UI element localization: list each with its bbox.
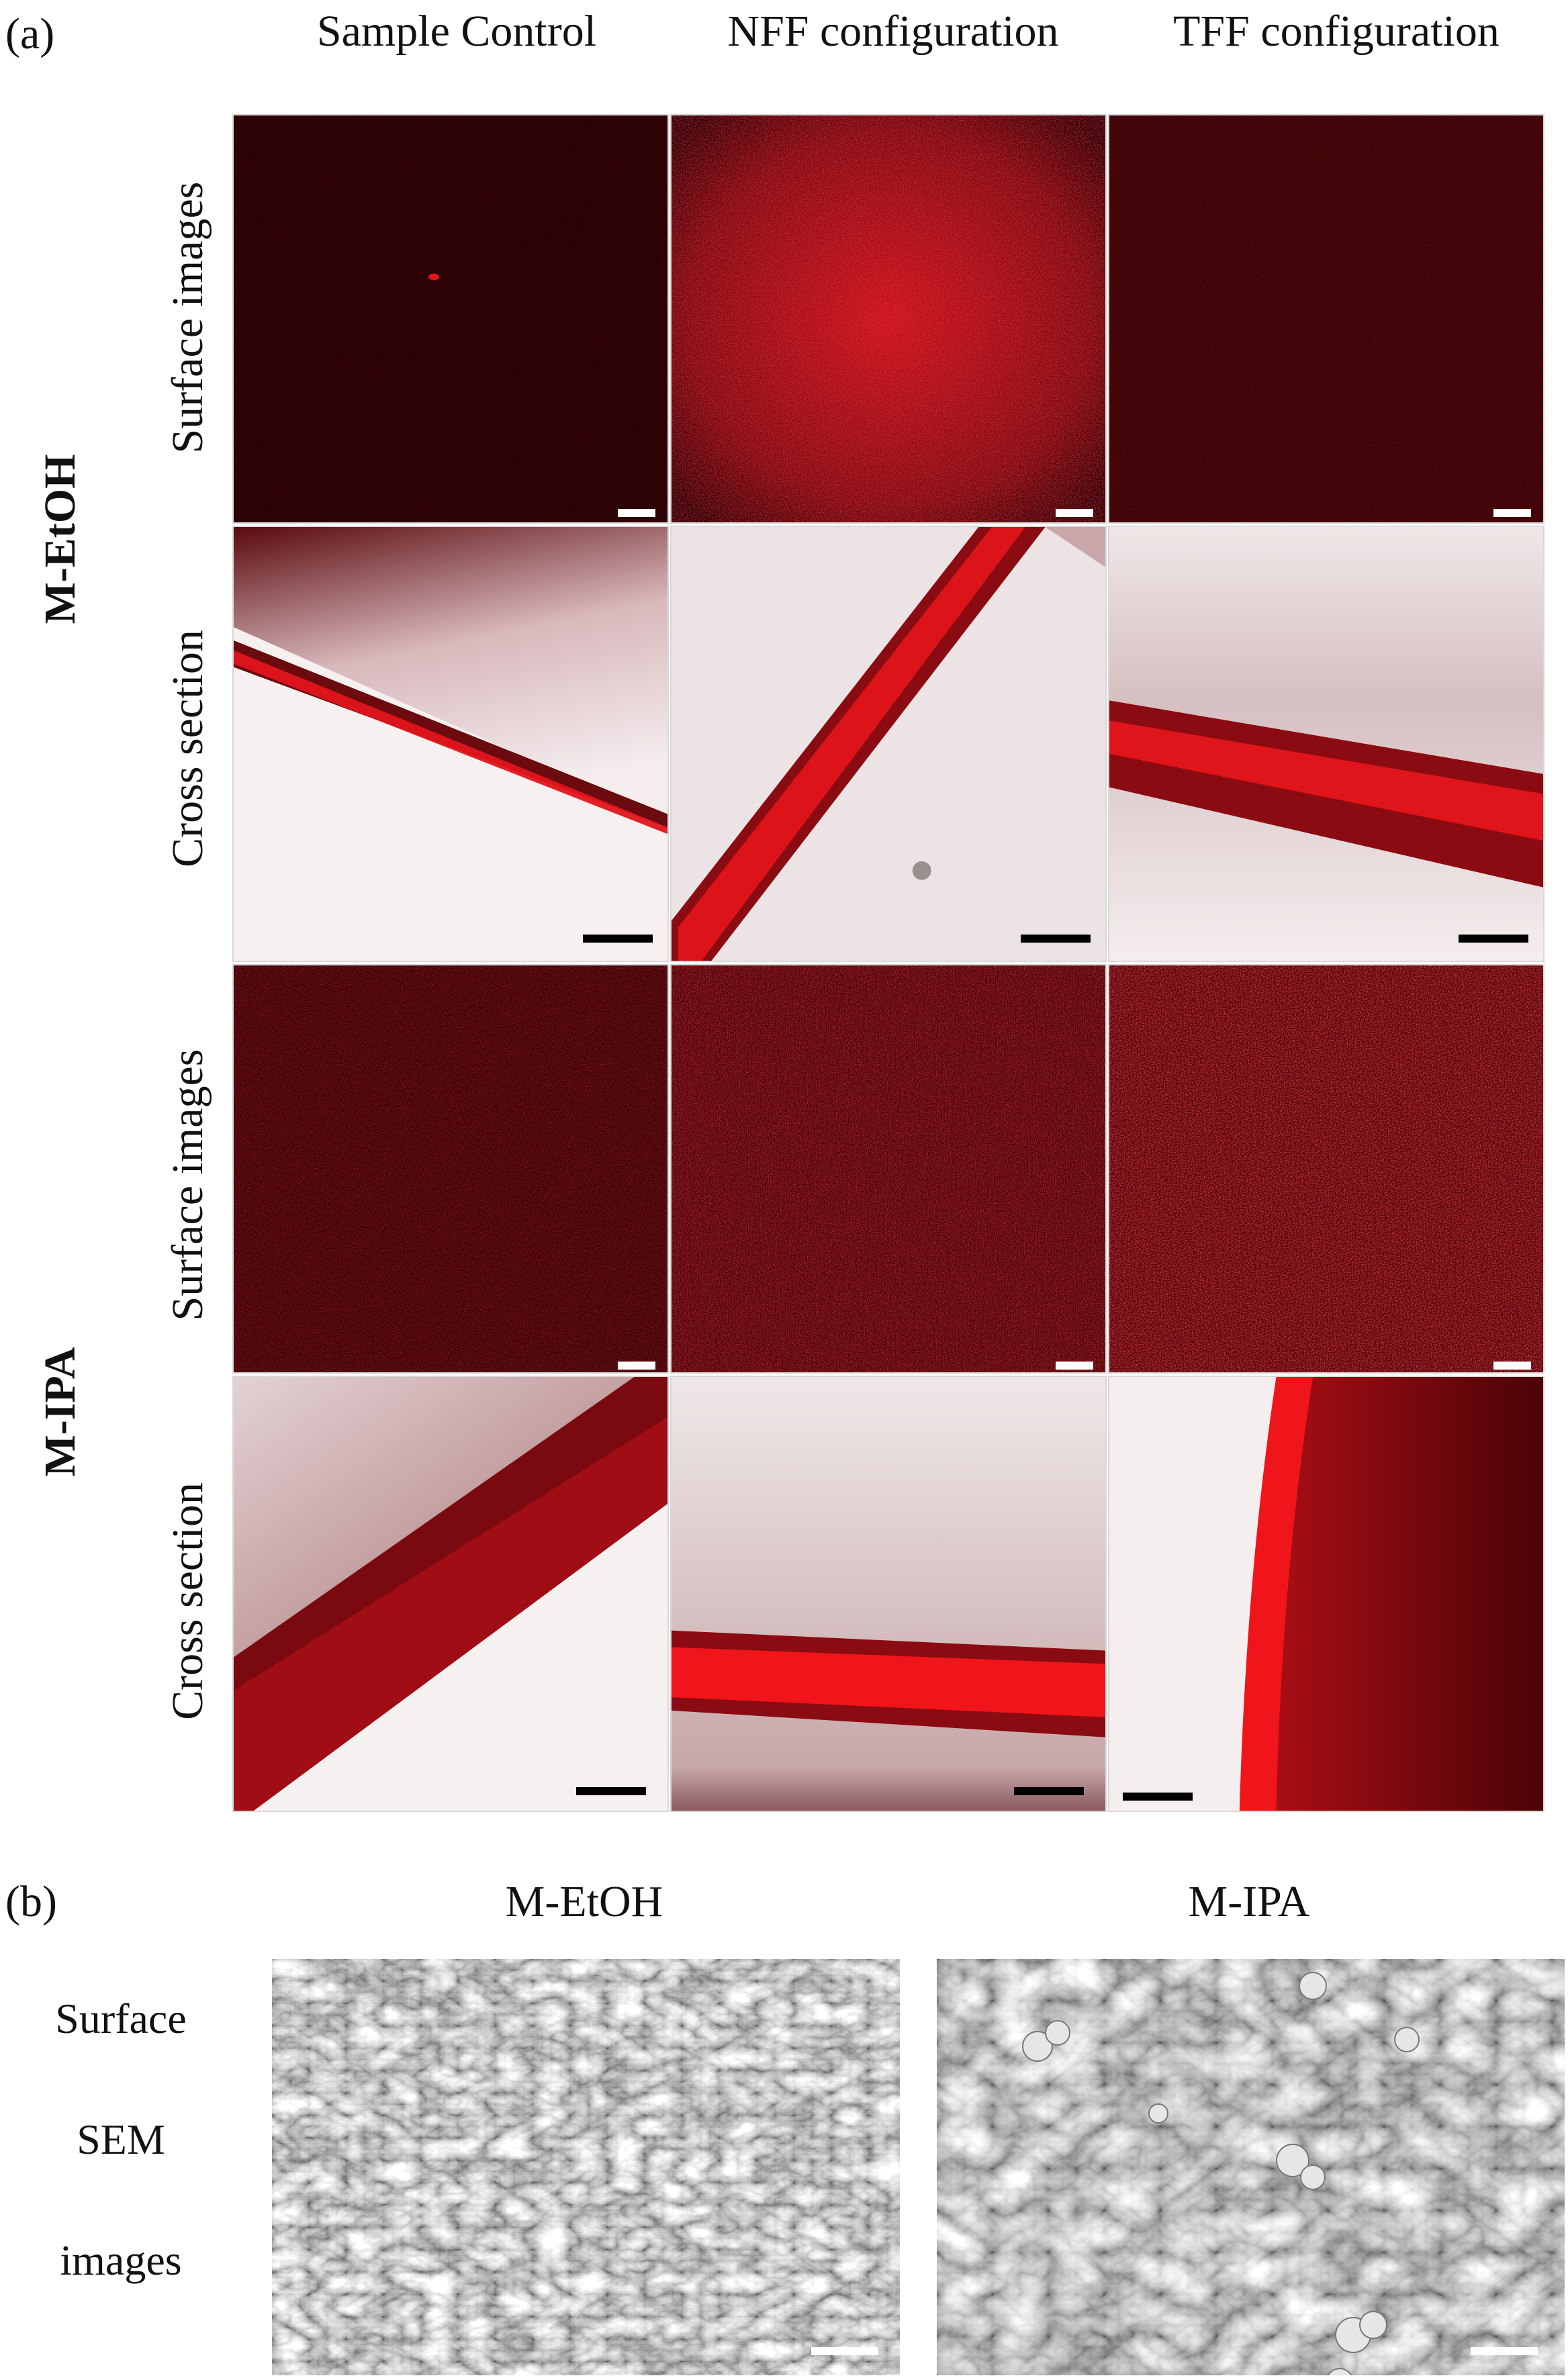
scale-bar — [811, 2347, 878, 2355]
scale-bar — [1459, 935, 1528, 943]
scale-bar — [618, 509, 655, 517]
panel-b-label: (b) — [5, 1877, 57, 1926]
micrograph-ipa-tff-surface — [1108, 964, 1544, 1374]
scale-bar — [1123, 1793, 1193, 1801]
scale-bar — [1056, 509, 1093, 517]
scale-bar — [1056, 1362, 1093, 1370]
column-header-m-etoh: M-EtOH — [505, 1877, 663, 1926]
panel-a-label: (a) — [5, 9, 55, 58]
micrograph-etoh-tff-surface — [1108, 114, 1544, 524]
micrograph-ipa-tff-cross-section — [1108, 1376, 1544, 1812]
group-label-m-etoh: M-EtOH — [36, 454, 85, 624]
column-header-m-ipa: M-IPA — [1188, 1877, 1310, 1926]
row-label-ipa-surface: Surface images — [163, 1049, 212, 1321]
scale-bar — [1493, 1362, 1531, 1370]
row-label-etoh-surface: Surface images — [163, 181, 212, 454]
scale-bar — [1471, 2347, 1538, 2355]
micrograph-ipa-control-surface — [232, 964, 669, 1374]
sem-row-label-sem: SEM — [77, 2115, 165, 2163]
sem-row-label-images: images — [60, 2236, 182, 2284]
column-header-sample-control: Sample Control — [316, 7, 597, 56]
micrograph-etoh-nff-surface — [670, 114, 1107, 524]
scale-bar — [583, 935, 653, 943]
micrograph-etoh-control-cross-section — [232, 526, 669, 962]
micrograph-ipa-control-cross-section — [232, 1376, 669, 1812]
sem-image-m-etoh — [272, 1959, 900, 2375]
sem-image-m-ipa — [937, 1959, 1565, 2375]
micrograph-etoh-nff-cross-section — [670, 526, 1107, 962]
group-label-m-ipa: M-IPA — [36, 1347, 85, 1477]
column-header-nff-configuration: NFF configuration — [727, 7, 1059, 56]
row-label-ipa-cross-section: Cross section — [163, 1482, 212, 1720]
sem-row-label-surface: Surface — [55, 1995, 187, 2042]
scale-bar — [576, 1787, 646, 1795]
scale-bar — [1014, 1787, 1084, 1795]
micrograph-etoh-tff-cross-section — [1108, 526, 1544, 962]
micrograph-ipa-nff-surface — [670, 964, 1107, 1374]
micrograph-etoh-control-surface — [232, 114, 669, 524]
scale-bar — [1021, 935, 1091, 943]
micrograph-ipa-nff-cross-section — [670, 1376, 1107, 1812]
row-label-etoh-cross-section: Cross section — [163, 630, 212, 867]
column-header-tff-configuration: TFF configuration — [1173, 7, 1500, 56]
scale-bar — [1493, 509, 1531, 517]
scale-bar — [618, 1362, 655, 1370]
